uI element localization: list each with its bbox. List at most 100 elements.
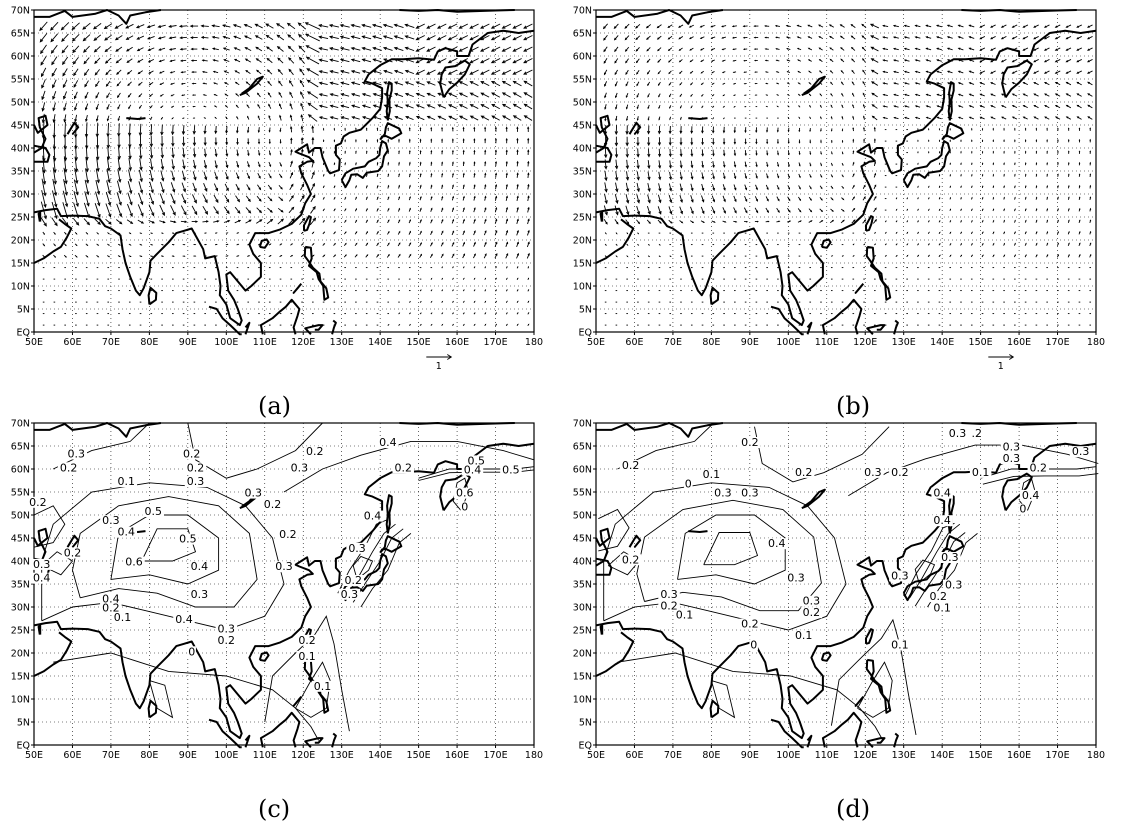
wind-vector xyxy=(502,92,511,98)
wind-vector-head xyxy=(473,172,476,176)
wind-vector-head xyxy=(236,153,239,157)
wind-vector xyxy=(373,93,382,97)
wind-vector-head xyxy=(992,196,995,199)
wind-vector-head xyxy=(415,25,420,29)
wind-vector-head xyxy=(170,82,173,85)
wind-vector-head xyxy=(852,150,855,153)
wind-vector-head xyxy=(334,219,336,222)
wind-vector xyxy=(161,147,163,158)
wind-vector-head xyxy=(1022,82,1026,85)
wind-vector-head xyxy=(1033,82,1036,85)
wind-vector-head xyxy=(1076,60,1079,63)
wind-vector-head xyxy=(979,93,983,96)
wind-vector-head xyxy=(680,118,682,121)
wind-vector-head xyxy=(140,255,143,257)
contour-line xyxy=(41,551,74,576)
wind-vector-head xyxy=(202,82,205,85)
wind-vector xyxy=(647,171,650,180)
wind-vector-head xyxy=(415,71,420,75)
wind-vector-head xyxy=(383,81,388,85)
wind-vector-head xyxy=(302,243,304,245)
wind-vector-head xyxy=(712,199,716,203)
wind-vector-head xyxy=(1089,207,1092,210)
wind-vector-head xyxy=(247,176,250,180)
wind-vector-head xyxy=(604,154,608,159)
wind-vector-head xyxy=(818,58,821,61)
wind-vector xyxy=(448,104,457,109)
coastline xyxy=(595,631,635,677)
wind-vector-head xyxy=(54,244,56,247)
wind-vector-head xyxy=(669,211,673,215)
wind-vector-head xyxy=(646,37,649,40)
wind-vector xyxy=(437,81,447,86)
wind-vector xyxy=(469,35,479,41)
lat-tick-label: 40N xyxy=(573,144,592,155)
wind-vector-head xyxy=(501,80,506,85)
wind-vector xyxy=(52,91,57,100)
wind-vector-head xyxy=(462,126,465,130)
wind-vector-head xyxy=(213,105,216,107)
wind-vector-head xyxy=(139,118,142,121)
wind-vector-head xyxy=(41,135,46,140)
wind-vector-head xyxy=(1078,207,1081,210)
wind-vector xyxy=(362,35,372,40)
contour-label: 0 xyxy=(461,500,468,513)
wind-vector xyxy=(383,47,393,51)
wind-vector-head xyxy=(54,222,58,227)
contour-label-bg xyxy=(187,646,196,658)
wind-vector xyxy=(330,116,339,120)
wind-vector-head xyxy=(86,232,89,235)
contour-label-bg xyxy=(377,437,399,448)
wind-vector-head xyxy=(722,83,724,85)
wind-vector xyxy=(306,45,320,53)
wind-vector xyxy=(93,23,102,30)
wind-vector-head xyxy=(882,47,885,50)
lat-tick-label: 55N xyxy=(573,488,592,499)
wind-vector-head xyxy=(1089,219,1092,222)
wind-vector xyxy=(244,24,253,29)
wind-vector xyxy=(647,160,650,169)
wind-vector xyxy=(669,160,672,168)
wind-vector-head xyxy=(501,71,506,75)
wind-vector-head xyxy=(365,138,368,141)
wind-vector-head xyxy=(398,161,400,164)
wind-vector xyxy=(513,92,522,98)
wind-vector-head xyxy=(903,93,907,96)
wind-vector-head xyxy=(712,164,715,169)
wind-vector xyxy=(416,46,425,52)
wind-vector-head xyxy=(1067,161,1070,164)
wind-vector-head xyxy=(94,60,98,65)
wind-vector-head xyxy=(1033,48,1036,51)
wind-vector-head xyxy=(1076,48,1079,51)
wind-vector-head xyxy=(625,142,629,147)
wind-vector xyxy=(139,158,142,170)
wind-vector xyxy=(306,56,320,65)
wind-vector-head xyxy=(463,253,466,256)
wind-vector-head xyxy=(355,127,357,130)
wind-vector-head xyxy=(1024,150,1027,153)
wind-vector-head xyxy=(925,116,929,119)
contour-label-bg xyxy=(65,448,88,460)
wind-vector xyxy=(416,116,425,121)
lon-tick-label: 110E xyxy=(253,337,277,348)
wind-vector-head xyxy=(523,48,528,52)
coastline xyxy=(303,215,312,232)
contour-label: 0.2 xyxy=(183,448,201,461)
wind-vector xyxy=(94,203,101,218)
wind-vector-head xyxy=(255,58,259,61)
wind-vector-head xyxy=(469,37,474,41)
wind-vector-head xyxy=(799,210,802,213)
wind-vector-head xyxy=(1057,138,1059,141)
contour-lines xyxy=(598,422,1099,741)
wind-vector-head xyxy=(43,233,45,235)
wind-vector-head xyxy=(222,47,226,50)
wind-vector xyxy=(394,93,404,97)
wind-vector-head xyxy=(387,161,390,164)
wind-vector-head xyxy=(624,26,628,29)
wind-vector xyxy=(300,91,304,99)
wind-vector-head xyxy=(269,187,272,191)
wind-vector-head xyxy=(699,37,703,39)
wind-vector-head xyxy=(172,244,175,246)
wind-vector xyxy=(40,201,47,219)
wind-vector xyxy=(287,23,296,30)
